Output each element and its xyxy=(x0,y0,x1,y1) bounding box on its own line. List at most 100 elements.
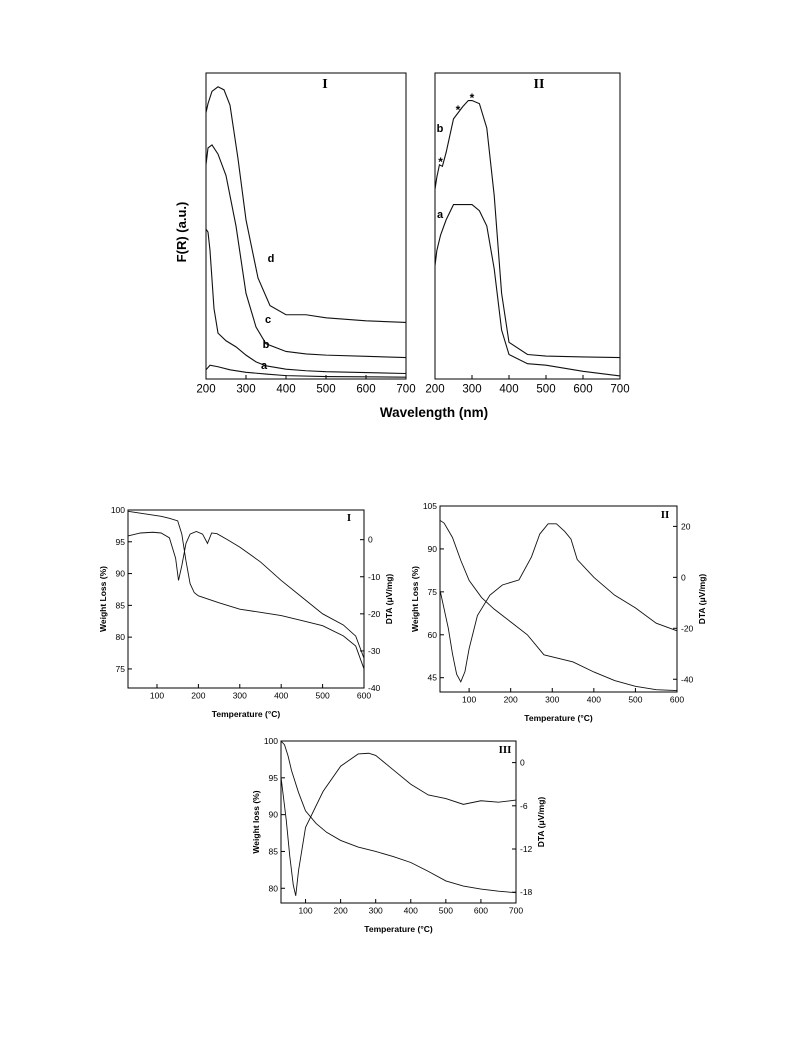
y-tick-label: 75 xyxy=(116,664,126,674)
y-tick-label: 90 xyxy=(428,544,438,554)
plot-frame xyxy=(280,740,517,904)
y2-axis-label: DTA (μV/mg) xyxy=(536,797,546,848)
x-tick-label: 500 xyxy=(316,691,330,701)
x-tick-label: 100 xyxy=(150,691,164,701)
y2-tick-label: -30 xyxy=(368,646,381,656)
y2-tick-label: 0 xyxy=(681,572,686,582)
x-tick-label: 200 xyxy=(425,384,444,396)
y-tick-label: 100 xyxy=(264,736,278,746)
series-label-a: a xyxy=(437,209,444,221)
weight-loss-curve xyxy=(439,519,678,692)
series-line-d xyxy=(205,86,407,323)
x-tick-label: 200 xyxy=(196,384,215,396)
weight-loss-curve xyxy=(127,510,365,670)
y-tick-label: 90 xyxy=(116,569,126,579)
plot-frame xyxy=(127,509,365,689)
x-tick-label: 300 xyxy=(236,384,255,396)
panel-label: I xyxy=(347,512,351,524)
x-tick-label: 600 xyxy=(573,384,592,396)
plot-frame xyxy=(434,72,621,380)
x-tick-label: 600 xyxy=(670,695,684,705)
x-axis-label: Wavelength (nm) xyxy=(380,405,488,420)
series-line-b xyxy=(205,228,407,375)
y-axis-label: Weight Loss (%) xyxy=(98,566,108,632)
y2-tick-label: 0 xyxy=(368,535,373,545)
y-tick-label: 85 xyxy=(116,600,126,610)
y2-tick-label: -20 xyxy=(368,609,381,619)
y-tick-label: 100 xyxy=(111,505,125,515)
y-tick-label: 85 xyxy=(269,846,279,856)
x-tick-label: 400 xyxy=(404,906,418,916)
x-tick-label: 600 xyxy=(474,906,488,916)
x-tick-label: 500 xyxy=(439,906,453,916)
peak-marker: * xyxy=(456,103,461,117)
tga-panel-I: 100 200 300 400 500 600 75 80 85 90 95 100 -40 -30 -20… xyxy=(98,505,394,719)
x-tick-label: 300 xyxy=(369,906,383,916)
uv-panel-I: 200 300 400 500 600 700 Iab c d xyxy=(196,72,416,396)
x-tick-label: 700 xyxy=(610,384,629,396)
series-line-c xyxy=(205,144,407,359)
y2-tick-label: -20 xyxy=(681,623,694,633)
y-tick-label: 80 xyxy=(116,632,126,642)
x-axis-label: Temperature (°C) xyxy=(212,709,281,719)
series-label-b: b xyxy=(437,123,444,135)
y2-tick-label: -6 xyxy=(520,801,528,811)
x-tick-label: 400 xyxy=(499,384,518,396)
y2-tick-label: -10 xyxy=(368,572,381,582)
x-tick-label: 600 xyxy=(357,691,371,701)
y-axis-label: Weight loss (%) xyxy=(251,790,261,853)
x-tick-label: 700 xyxy=(509,906,523,916)
y-axis-label: F(R) (a.u.) xyxy=(174,202,189,263)
plot-frame xyxy=(205,72,407,380)
y2-axis-label: DTA (μV/mg) xyxy=(384,574,394,625)
panel-label: I xyxy=(322,77,327,92)
x-tick-label: 300 xyxy=(233,691,247,701)
panel-label: II xyxy=(661,509,670,521)
series-label-b: b xyxy=(263,339,270,351)
x-axis-label: Temperature (°C) xyxy=(364,924,433,934)
y2-tick-label: -12 xyxy=(520,844,533,854)
y2-tick-label: -18 xyxy=(520,887,533,897)
x-axis-label: Temperature (°C) xyxy=(524,713,593,723)
y-tick-label: 80 xyxy=(269,883,279,893)
tga-panel-II: 100 200 300 400 500 600 45 60 75 90 105 -40 -20 0 20 II… xyxy=(410,501,707,723)
tga-panel-III: 100 200 300 400 500 600 700 80 85 90 95 100 -18 -12 -6… xyxy=(251,736,546,934)
dta-curve xyxy=(439,523,678,683)
y-tick-label: 60 xyxy=(428,630,438,640)
x-tick-label: 200 xyxy=(504,695,518,705)
plot-frame xyxy=(439,505,678,693)
x-tick-label: 400 xyxy=(587,695,601,705)
series-label-d: d xyxy=(268,253,275,265)
weight-loss-curve xyxy=(280,740,517,894)
y-tick-label: 90 xyxy=(269,810,279,820)
y2-axis-label: DTA (μV/mg) xyxy=(697,574,707,625)
y2-tick-label: -40 xyxy=(368,683,381,693)
x-tick-label: 200 xyxy=(334,906,348,916)
series-label-a: a xyxy=(261,360,268,372)
x-tick-label: 500 xyxy=(316,384,335,396)
x-tick-label: 200 xyxy=(191,691,205,701)
y2-tick-label: 0 xyxy=(520,758,525,768)
y2-tick-label: -40 xyxy=(681,674,694,684)
x-tick-label: 400 xyxy=(274,691,288,701)
series-label-c: c xyxy=(265,314,271,326)
y-tick-label: 105 xyxy=(423,501,437,511)
y-tick-label: 45 xyxy=(428,673,438,683)
panel-label: III xyxy=(499,744,512,756)
x-tick-label: 600 xyxy=(356,384,375,396)
y2-tick-label: 20 xyxy=(681,521,691,531)
y-tick-label: 95 xyxy=(269,773,279,783)
y-axis-label: Weight Loss (%) xyxy=(410,566,420,632)
dta-curve xyxy=(127,531,365,659)
x-tick-label: 100 xyxy=(298,906,312,916)
y-tick-label: 95 xyxy=(116,537,126,547)
x-tick-label: 700 xyxy=(396,384,415,396)
x-tick-label: 100 xyxy=(462,695,476,705)
x-tick-label: 500 xyxy=(628,695,642,705)
x-tick-label: 400 xyxy=(276,384,295,396)
peak-marker: * xyxy=(470,91,475,105)
uv-panel-II: 200 300 400 500 600 700 II a b * * * xyxy=(425,72,630,396)
x-tick-label: 500 xyxy=(536,384,555,396)
x-tick-label: 300 xyxy=(545,695,559,705)
dta-curve xyxy=(280,752,517,896)
